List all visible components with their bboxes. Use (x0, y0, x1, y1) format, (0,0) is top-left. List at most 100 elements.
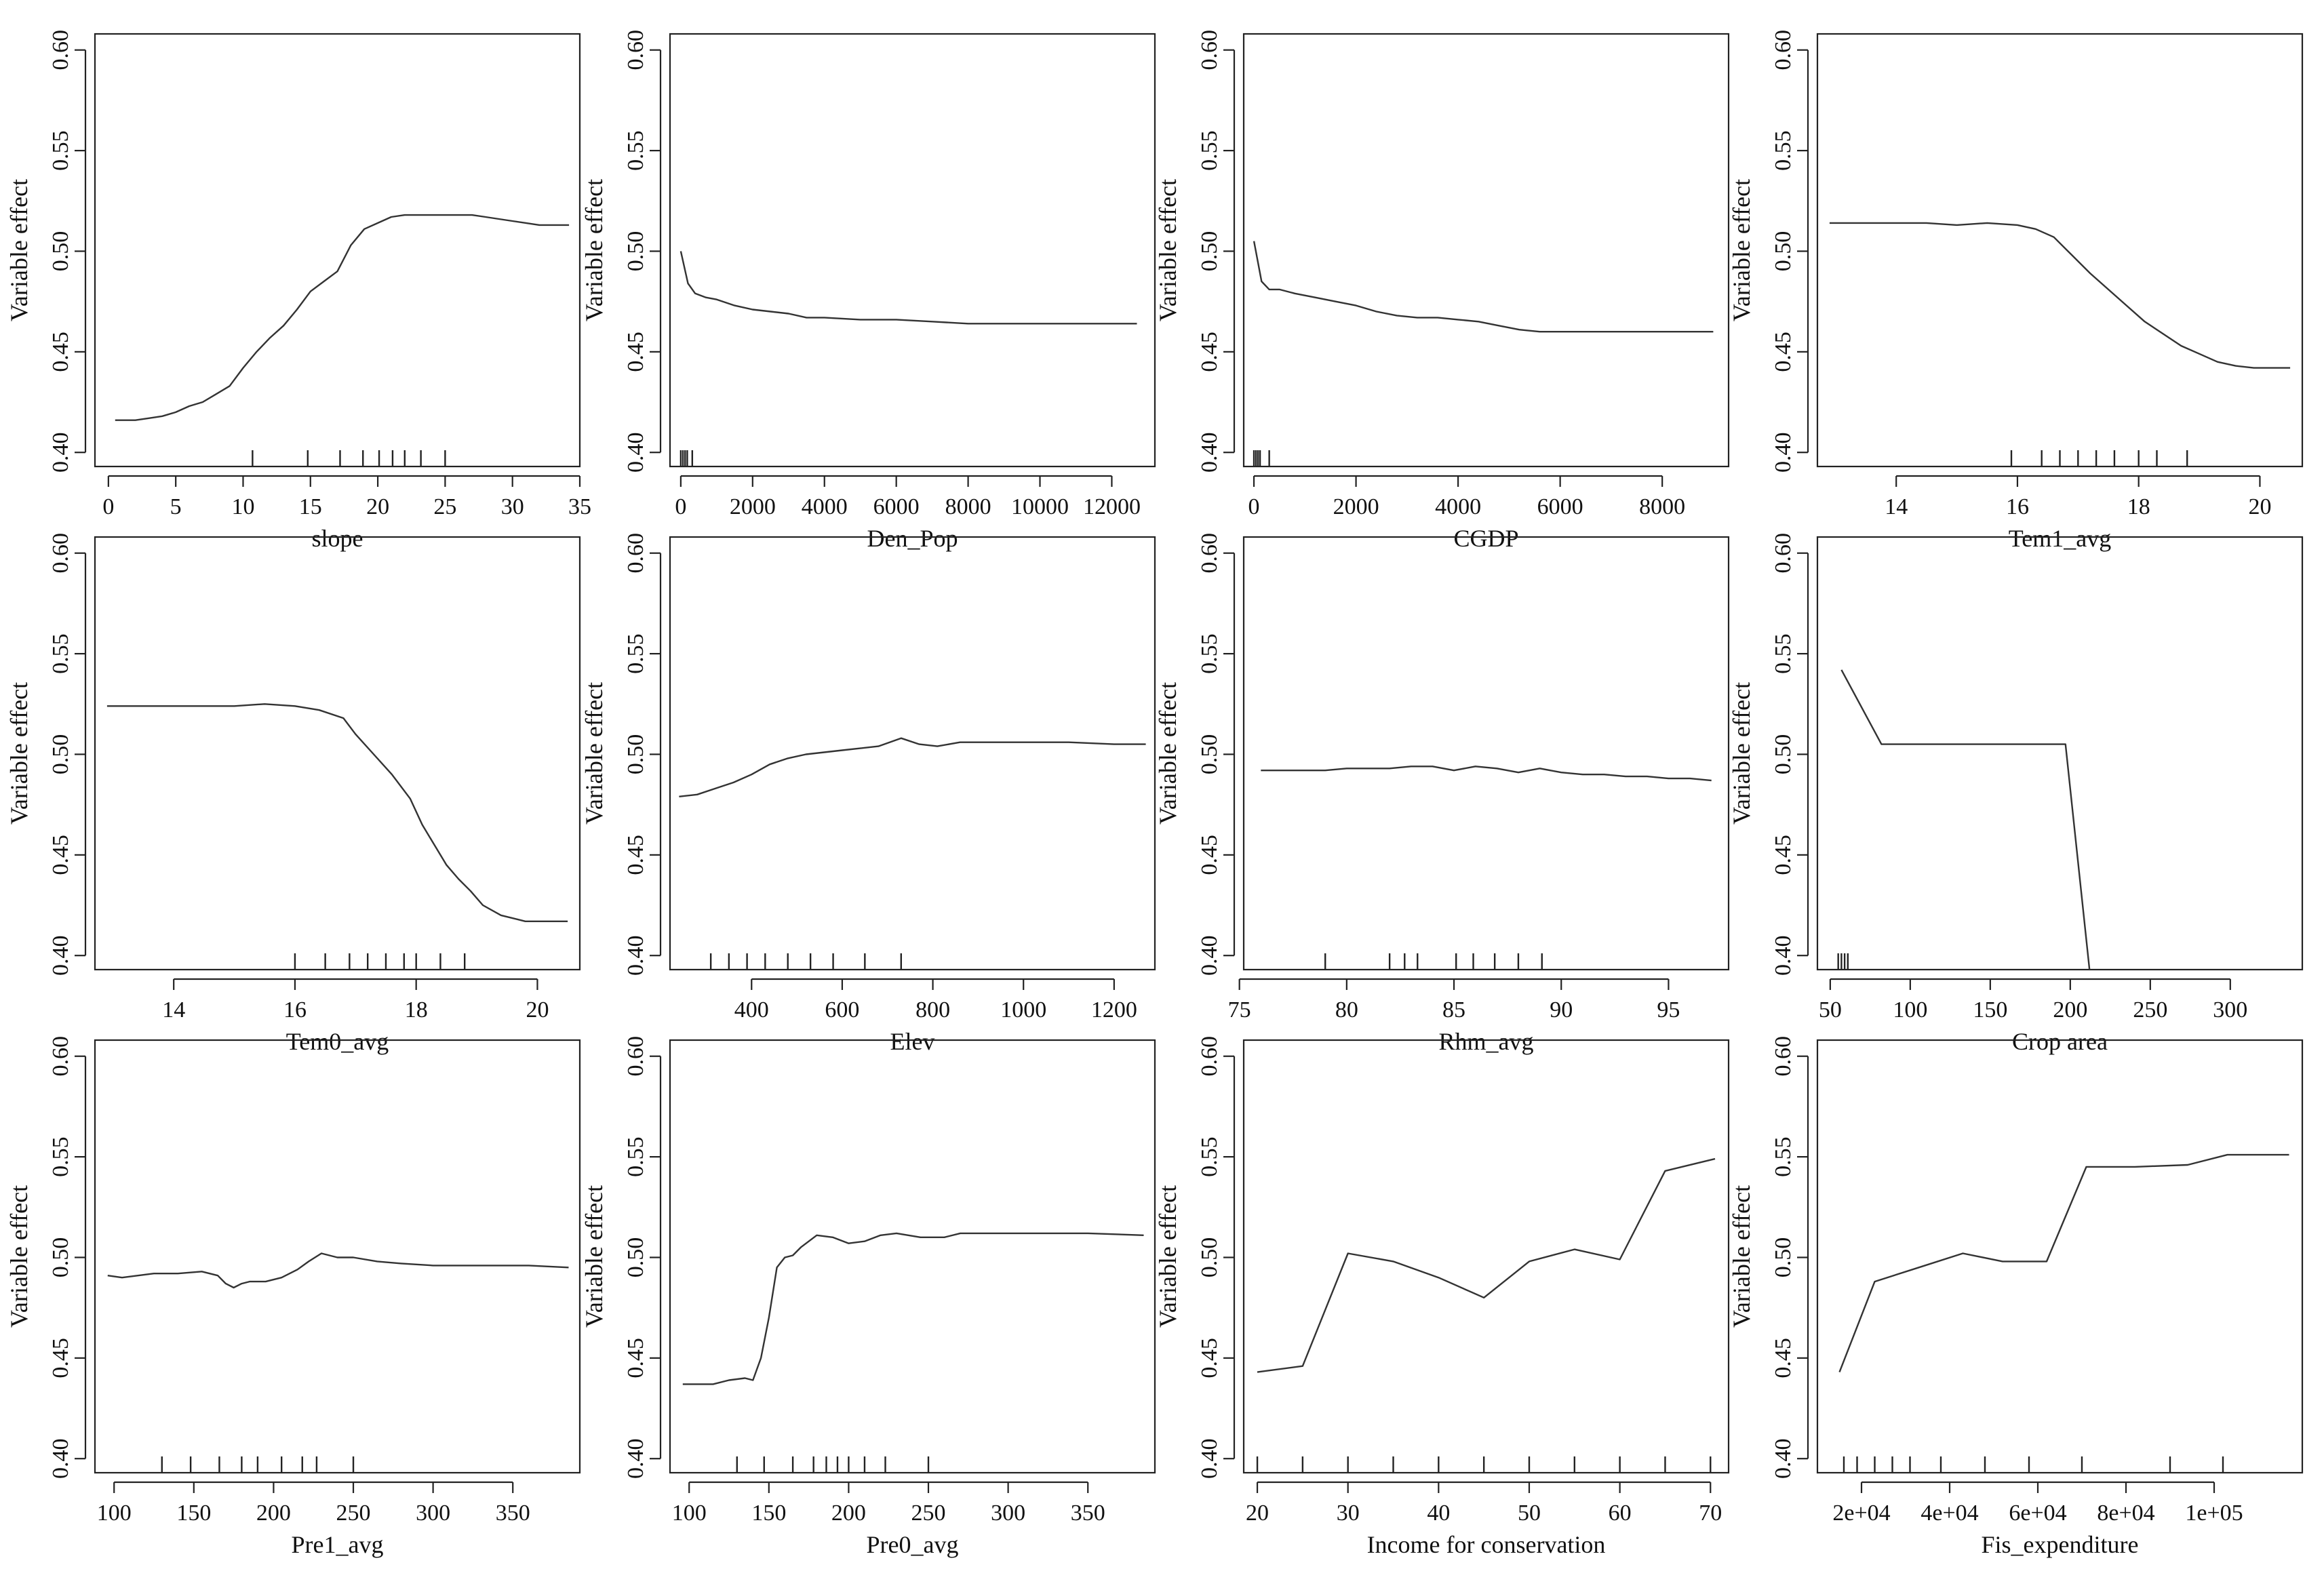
y-tick-label: 0.60 (623, 1036, 648, 1077)
y-tick-label: 0.50 (1197, 734, 1222, 775)
x-tick-label: 100 (672, 1501, 707, 1526)
plot-frame (1242, 33, 1730, 468)
x-tick-label: 12000 (1083, 494, 1141, 519)
x-tick-label: 100 (1893, 997, 1927, 1022)
x-axis-label: Den_Pop (867, 525, 958, 552)
x-tick-label: 35 (568, 494, 591, 519)
y-tick-label: 0.60 (48, 533, 73, 574)
y-tick-label: 0.45 (623, 1338, 648, 1378)
x-tick-label: 350 (1071, 1501, 1105, 1526)
y-tick-label: 0.40 (48, 1438, 73, 1479)
y-tick-label: 0.60 (48, 1036, 73, 1077)
x-tick-label: 250 (911, 1501, 946, 1526)
x-axis-label: Tem1_avg (2009, 525, 2111, 552)
y-tick-label: 0.55 (1197, 130, 1222, 171)
panel-10: 100 150 200 250 300 350 0.40 0.45 0.50 0.55 0.60 Pr… (580, 1036, 1156, 1558)
x-tick-label: 10000 (1011, 494, 1069, 519)
y-tick-label: 0.50 (1771, 734, 1796, 775)
y-tick-label: 0.40 (1197, 935, 1222, 976)
x-tick-label: 5 (170, 494, 182, 519)
x-tick-label: 14 (1885, 494, 1908, 519)
panel-4: 14 16 18 20 0.40 0.45 0.50 0.55 0.60 Tem1_avg Vari… (1728, 30, 2304, 552)
x-tick-label: 150 (1973, 997, 2007, 1022)
y-tick-label: 0.45 (623, 835, 648, 875)
y-axis-label: Variable effect (5, 1185, 33, 1328)
y-tick-label: 0.50 (1197, 231, 1222, 272)
y-tick-label: 0.50 (1771, 231, 1796, 272)
plot-frame (669, 33, 1156, 468)
x-tick-label: 300 (2213, 997, 2247, 1022)
x-tick-label: 4000 (1435, 494, 1481, 519)
y-tick-label: 0.40 (48, 935, 73, 976)
x-tick-label: 1200 (1091, 997, 1137, 1022)
effect-line (680, 251, 1137, 325)
x-tick-label: 200 (831, 1501, 866, 1526)
x-axis-label: slope (312, 525, 363, 552)
y-axis-label: Variable effect (1154, 179, 1181, 321)
x-tick-label: 25 (433, 494, 456, 519)
x-tick-label: 30 (501, 494, 524, 519)
y-axis-label: Variable effect (5, 682, 33, 825)
y-tick-label: 0.45 (1771, 332, 1796, 372)
panel-11: 20 30 40 50 60 70 0.40 0.45 0.50 0.55 0.60 Income f… (1154, 1036, 1730, 1558)
x-tick-label: 16 (283, 997, 307, 1022)
x-tick-label: 400 (734, 997, 769, 1022)
y-tick-label: 0.40 (1771, 1438, 1796, 1479)
effect-line (1257, 1157, 1716, 1373)
y-tick-label: 0.45 (1197, 332, 1222, 372)
y-tick-label: 0.55 (1771, 130, 1796, 171)
effect-line (107, 1252, 569, 1289)
x-axis-label: CGDP (1453, 525, 1518, 552)
x-tick-label: 2e+04 (1832, 1501, 1890, 1526)
x-tick-label: 6000 (1537, 494, 1583, 519)
effect-line (115, 214, 570, 421)
x-axis-label: Pre0_avg (867, 1531, 959, 1558)
y-tick-label: 0.60 (1197, 30, 1222, 71)
panel-3: 0 2000 4000 6000 8000 0.40 0.45 0.50 0.55 0.60 CGD… (1154, 30, 1730, 552)
x-tick-label: 0 (675, 494, 686, 519)
x-tick-label: 250 (336, 1501, 371, 1526)
x-tick-label: 250 (2133, 997, 2167, 1022)
y-tick-label: 0.50 (623, 1237, 648, 1278)
x-tick-label: 20 (1246, 1501, 1269, 1526)
effect-line (1840, 669, 2091, 970)
y-tick-label: 0.55 (1771, 633, 1796, 674)
y-tick-label: 0.55 (1197, 1136, 1222, 1177)
plot-frame (1816, 33, 2304, 468)
y-tick-label: 0.60 (1771, 533, 1796, 574)
plot-frame (1242, 536, 1730, 971)
y-tick-label: 0.55 (48, 633, 73, 674)
y-tick-label: 0.60 (1771, 30, 1796, 71)
x-tick-label: 18 (405, 997, 428, 1022)
x-tick-label: 100 (97, 1501, 132, 1526)
x-tick-label: 6000 (873, 494, 920, 519)
x-tick-label: 50 (1518, 1501, 1541, 1526)
x-tick-label: 0 (102, 494, 114, 519)
y-tick-label: 0.45 (48, 1338, 73, 1378)
panel-9: 100 150 200 250 300 350 0.40 0.45 0.50 0.55 0.60 Pr… (5, 1036, 581, 1558)
panel-8: 50 100 150 200 250 300 0.40 0.45 0.50 0.55 0.60 Cro… (1728, 533, 2304, 1055)
y-axis-label: Variable effect (580, 682, 608, 825)
y-tick-label: 0.40 (623, 432, 648, 473)
y-tick-label: 0.50 (623, 734, 648, 775)
plot-frame (94, 1039, 581, 1474)
x-tick-label: 14 (162, 997, 185, 1022)
x-tick-label: 85 (1442, 997, 1465, 1022)
x-tick-label: 80 (1335, 997, 1358, 1022)
x-tick-label: 300 (991, 1501, 1025, 1526)
y-axis-label: Variable effect (1728, 682, 1755, 825)
x-tick-label: 6e+04 (2009, 1501, 2066, 1526)
y-tick-label: 0.50 (48, 734, 73, 775)
x-tick-label: 200 (256, 1501, 291, 1526)
x-tick-label: 2000 (1333, 494, 1379, 519)
y-tick-label: 0.45 (1771, 1338, 1796, 1378)
y-tick-label: 0.60 (1197, 1036, 1222, 1077)
y-tick-label: 0.55 (48, 1136, 73, 1177)
x-tick-label: 50 (1819, 997, 1842, 1022)
x-tick-label: 18 (2127, 494, 2150, 519)
effect-line (1253, 241, 1714, 333)
x-tick-label: 20 (526, 997, 549, 1022)
x-tick-label: 350 (496, 1501, 530, 1526)
x-tick-label: 95 (1657, 997, 1680, 1022)
y-tick-label: 0.45 (623, 332, 648, 372)
